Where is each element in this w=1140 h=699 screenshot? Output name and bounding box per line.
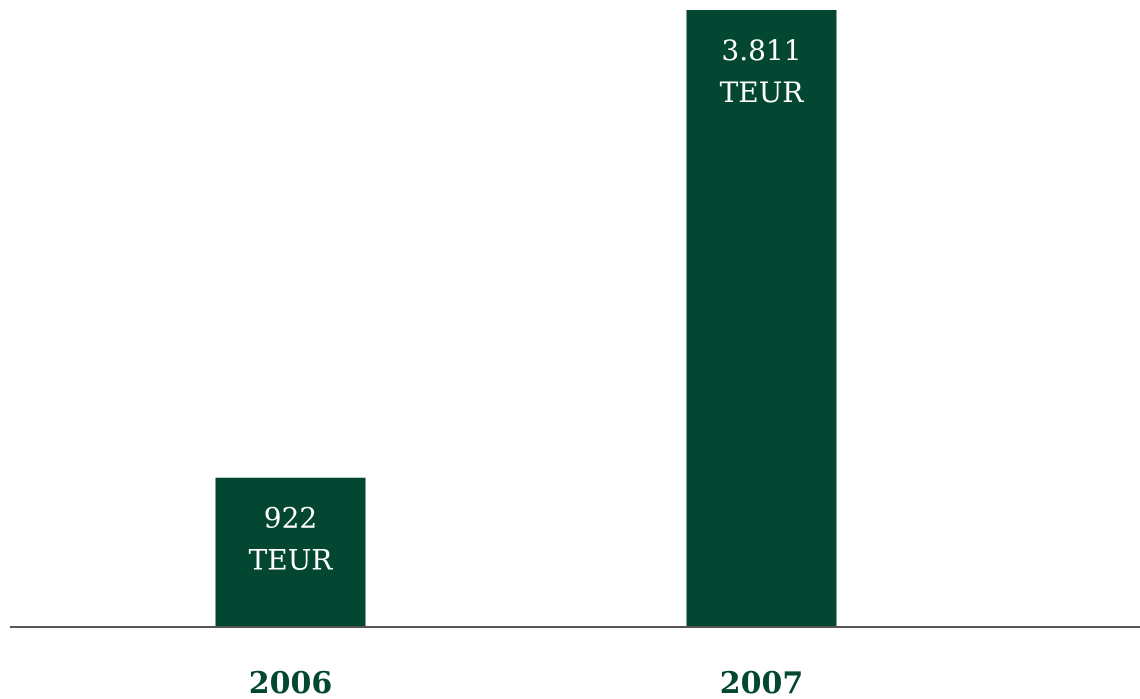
value-label: 922 TEUR (249, 501, 334, 576)
value-label: 3.811 TEUR (720, 34, 805, 109)
x-tick-label: 2007 (720, 666, 804, 699)
bar (215, 477, 366, 627)
x-tick-label: 2006 (249, 666, 333, 699)
bar (686, 10, 837, 627)
